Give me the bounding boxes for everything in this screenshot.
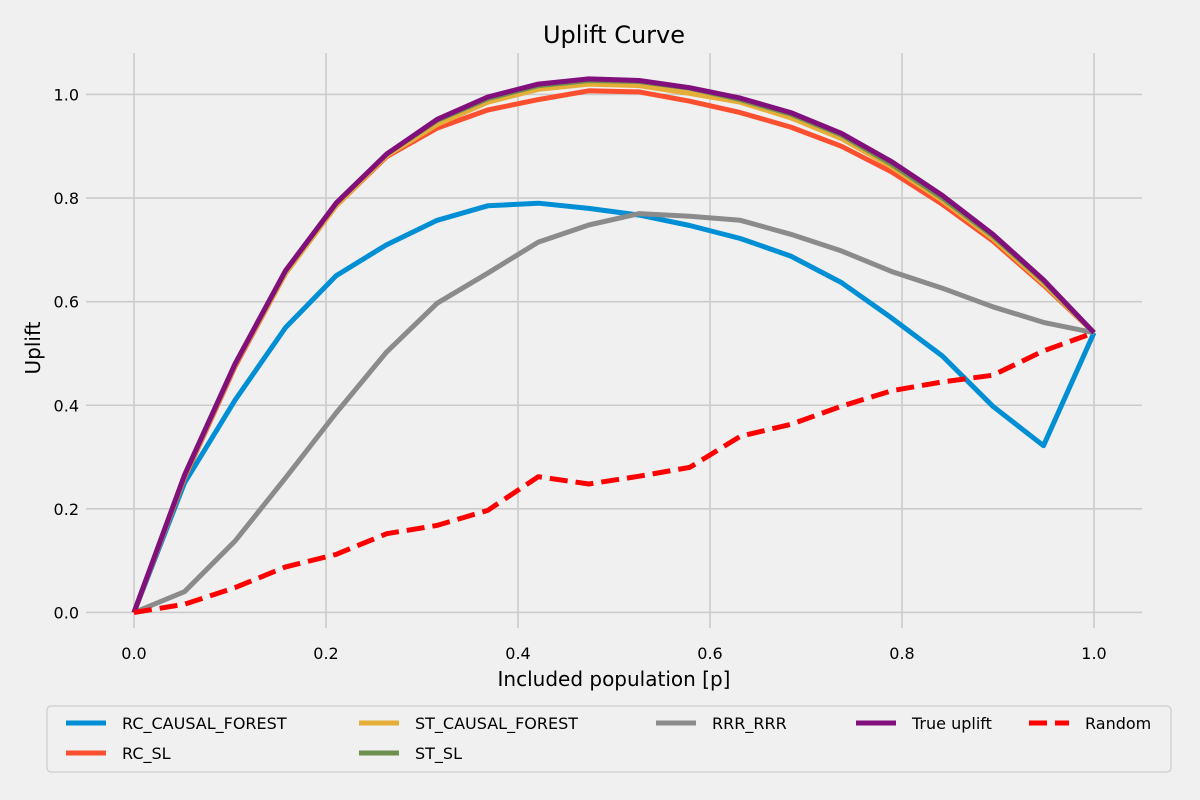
grid bbox=[86, 53, 1142, 628]
series-line-random bbox=[133, 330, 1095, 615]
x-tick-label: 1.0 bbox=[1081, 644, 1106, 663]
chart-title: Uplift Curve bbox=[543, 21, 685, 49]
series-line-st-sl bbox=[131, 78, 1096, 614]
y-tick-label: 0.8 bbox=[54, 189, 79, 208]
y-tick-label: 0.4 bbox=[54, 396, 79, 415]
y-tick-label: 0.0 bbox=[54, 603, 79, 622]
x-tick-label: 0.8 bbox=[889, 644, 914, 663]
series-line-rc-sl bbox=[131, 88, 1096, 614]
legend-label-true-uplift: True uplift bbox=[911, 714, 992, 733]
series-line-rrr-rrr bbox=[133, 211, 1095, 615]
y-axis-label: Uplift bbox=[21, 321, 45, 374]
y-tick-label: 1.0 bbox=[54, 85, 79, 104]
x-tick-label: 0.4 bbox=[505, 644, 530, 663]
y-tick-label: 0.6 bbox=[54, 293, 79, 312]
x-tick-label: 0.2 bbox=[313, 644, 338, 663]
y-tick-label: 0.2 bbox=[54, 500, 79, 519]
legend-label-rc-sl: RC_SL bbox=[122, 744, 171, 764]
x-tick-label: 0.0 bbox=[121, 644, 146, 663]
legend: RC_CAUSAL_FOREST RC_SL ST_CAUSAL_FOREST ST_… bbox=[46, 705, 1172, 773]
x-axis-label: Included population [p] bbox=[498, 667, 731, 691]
legend-label-st-sl: ST_SL bbox=[415, 744, 462, 764]
series-line-st-causal-forest bbox=[131, 81, 1096, 614]
x-tick-label: 0.6 bbox=[697, 644, 722, 663]
series-lines bbox=[131, 76, 1097, 615]
tick-labels: 0.0 0.2 0.4 0.6 0.8 1.0 0.0 0.2 0.4 0.6 0.8 1.0 bbox=[54, 85, 1107, 663]
series-line-true-uplift bbox=[131, 76, 1096, 614]
legend-label-rrr-rrr: RRR_RRR bbox=[712, 714, 787, 734]
legend-label-random: Random bbox=[1085, 714, 1151, 733]
legend-label-rc-causal-forest: RC_CAUSAL_FOREST bbox=[122, 714, 287, 734]
legend-label-st-causal-forest: ST_CAUSAL_FOREST bbox=[415, 714, 578, 734]
series-line-rc-causal-forest bbox=[131, 200, 1097, 614]
